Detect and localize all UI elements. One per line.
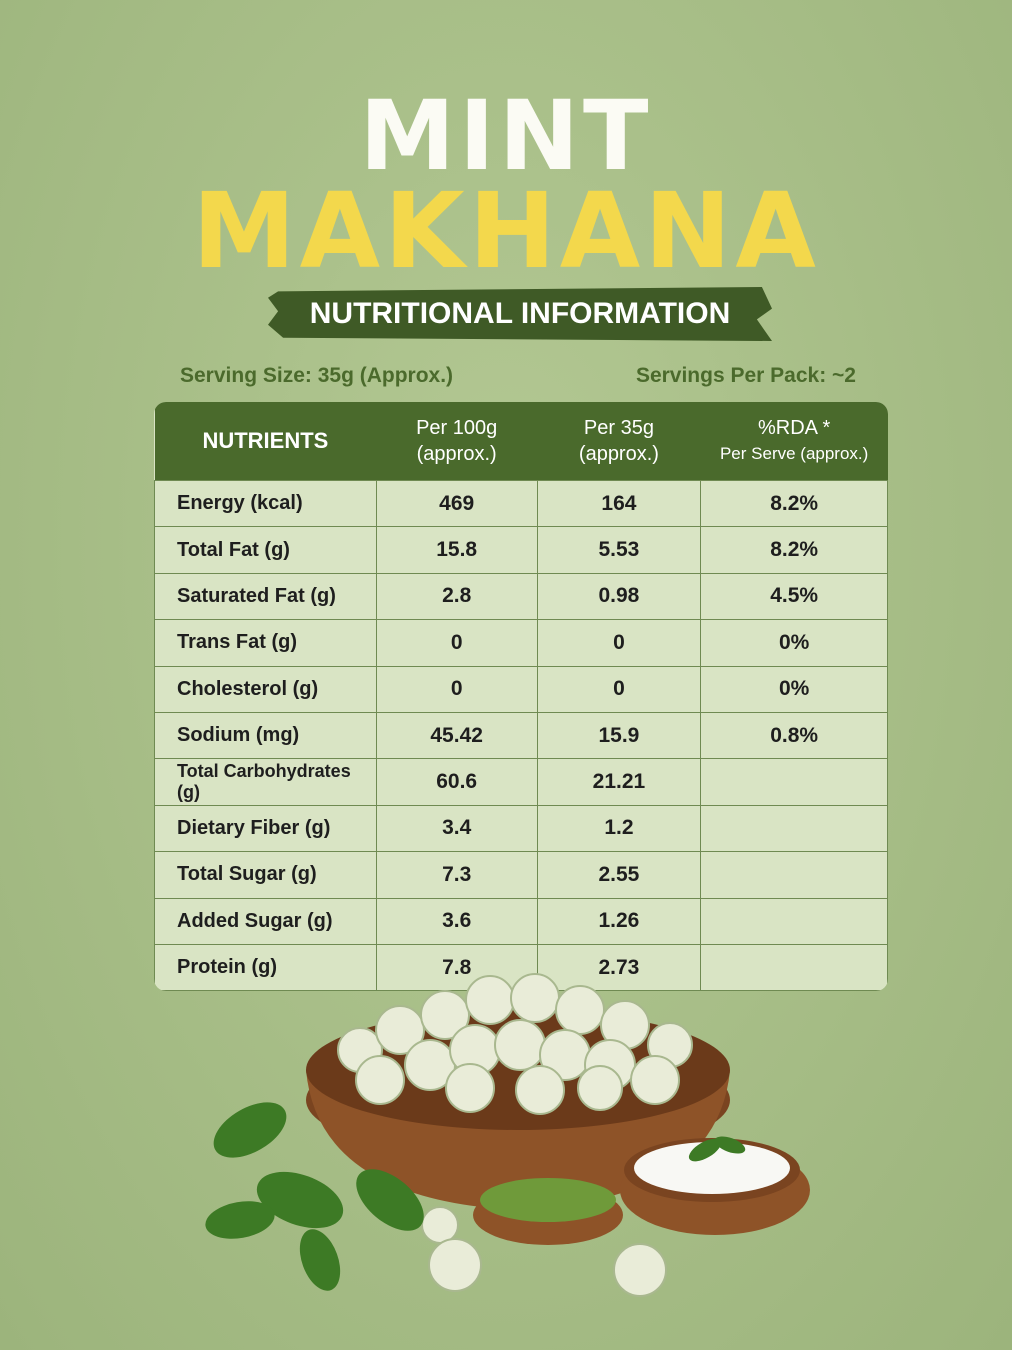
cell: 5.53 — [536, 526, 702, 574]
nutrient-name: Total Carbohydrates (g) — [154, 758, 377, 806]
cell: 0% — [700, 619, 888, 667]
cell: 45.42 — [375, 711, 538, 760]
nutrition-table: NUTRIENTS Per 100g (approx.) Per 35g (approx… — [154, 402, 888, 992]
serving-size: Serving Size: 35g (Approx.) — [180, 364, 454, 387]
cell: 1.2 — [536, 804, 702, 853]
food-illustration — [205, 973, 810, 1297]
cell: 8.2% — [700, 479, 888, 528]
cell: 1.26 — [536, 897, 702, 945]
cell: 7.8 — [375, 943, 538, 992]
title: MINT — [359, 80, 653, 192]
cell — [700, 804, 888, 853]
banner: NUTRITIONAL INFORMATION — [268, 287, 772, 341]
cell: 0 — [536, 665, 702, 713]
column-header: NUTRIENTS — [154, 402, 377, 481]
nutrient-name: Cholesterol (g) — [154, 665, 377, 713]
cell: 0.98 — [536, 572, 702, 621]
cell: 0.8% — [700, 711, 888, 760]
header-text: (approx.) — [416, 443, 497, 465]
cell: 8.2% — [700, 526, 888, 574]
cell: 2.55 — [536, 851, 702, 899]
table-row: Trans Fat (g) 0 0 0% — [154, 619, 888, 667]
cell: 4.5% — [700, 572, 888, 621]
nutrient-name: Sodium (mg) — [154, 711, 377, 760]
servings-per-pack: Servings Per Pack: ~2 — [635, 364, 856, 387]
table-row: Energy (kcal) 469 164 8.2% — [154, 479, 888, 528]
table-row: Protein (g) 7.8 2.73 — [154, 943, 888, 992]
cell — [700, 758, 888, 806]
cell: 15.8 — [375, 526, 538, 574]
cell: 469 — [375, 479, 538, 528]
nutrient-name: Added Sugar (g) — [154, 897, 377, 945]
header-text: Per 35g — [583, 417, 654, 439]
header-text: (approx.) — [578, 443, 659, 465]
cell: 0 — [536, 619, 702, 667]
nutrient-name: Total Sugar (g) — [154, 851, 377, 899]
cell: 0% — [700, 665, 888, 713]
cell: 2.8 — [375, 572, 538, 621]
cell: 3.6 — [375, 897, 538, 945]
cell: 15.9 — [536, 711, 702, 760]
column-header: %RDA * Per Serve (approx.) — [700, 402, 888, 481]
nutrient-name: Total Fat (g) — [154, 526, 377, 574]
nutrient-name: Dietary Fiber (g) — [154, 804, 377, 853]
cell: 2.73 — [536, 943, 702, 992]
nutrient-name: Trans Fat (g) — [154, 619, 377, 667]
table-row: Total Carbohydrates (g) 60.6 21.21 — [154, 758, 888, 806]
title: MAKHANA — [192, 170, 820, 292]
table-row: Sodium (mg) 45.42 15.9 0.8% — [154, 711, 888, 760]
cell: 60.6 — [375, 758, 538, 806]
table-row: Total Fat (g) 15.8 5.53 8.2% — [154, 526, 888, 574]
nutrient-name: Saturated Fat (g) — [154, 572, 377, 621]
table-row: Dietary Fiber (g) 3.4 1.2 — [154, 804, 888, 853]
cell — [700, 897, 888, 945]
header-text: Per 100g — [416, 417, 498, 439]
cell: 0 — [375, 665, 538, 713]
table-row: Added Sugar (g) 3.6 1.26 — [154, 897, 888, 945]
subtitle: NUTRITIONAL INFORMATION — [309, 297, 731, 330]
cell: 164 — [536, 479, 702, 528]
table-row: Total Sugar (g) 7.3 2.55 — [154, 851, 888, 899]
header-text: NUTRIENTS — [202, 428, 329, 453]
nutrient-name: Energy (kcal) — [154, 479, 377, 528]
cell — [700, 943, 888, 992]
cell: 0 — [375, 619, 538, 667]
header-text: Per Serve (approx.) — [719, 444, 869, 463]
column-header: Per 100g (approx.) — [376, 402, 538, 481]
cell — [700, 851, 888, 899]
cell: 3.4 — [375, 804, 538, 853]
table-row: Saturated Fat (g) 2.8 0.98 4.5% — [154, 572, 888, 621]
header-text: %RDA * — [758, 417, 831, 439]
cell: 7.3 — [375, 851, 538, 899]
table-row: Cholesterol (g) 0 0 0% — [154, 665, 888, 713]
nutrient-name: Protein (g) — [154, 943, 377, 992]
cell: 21.21 — [536, 758, 702, 806]
column-header: Per 35g (approx.) — [537, 402, 701, 481]
